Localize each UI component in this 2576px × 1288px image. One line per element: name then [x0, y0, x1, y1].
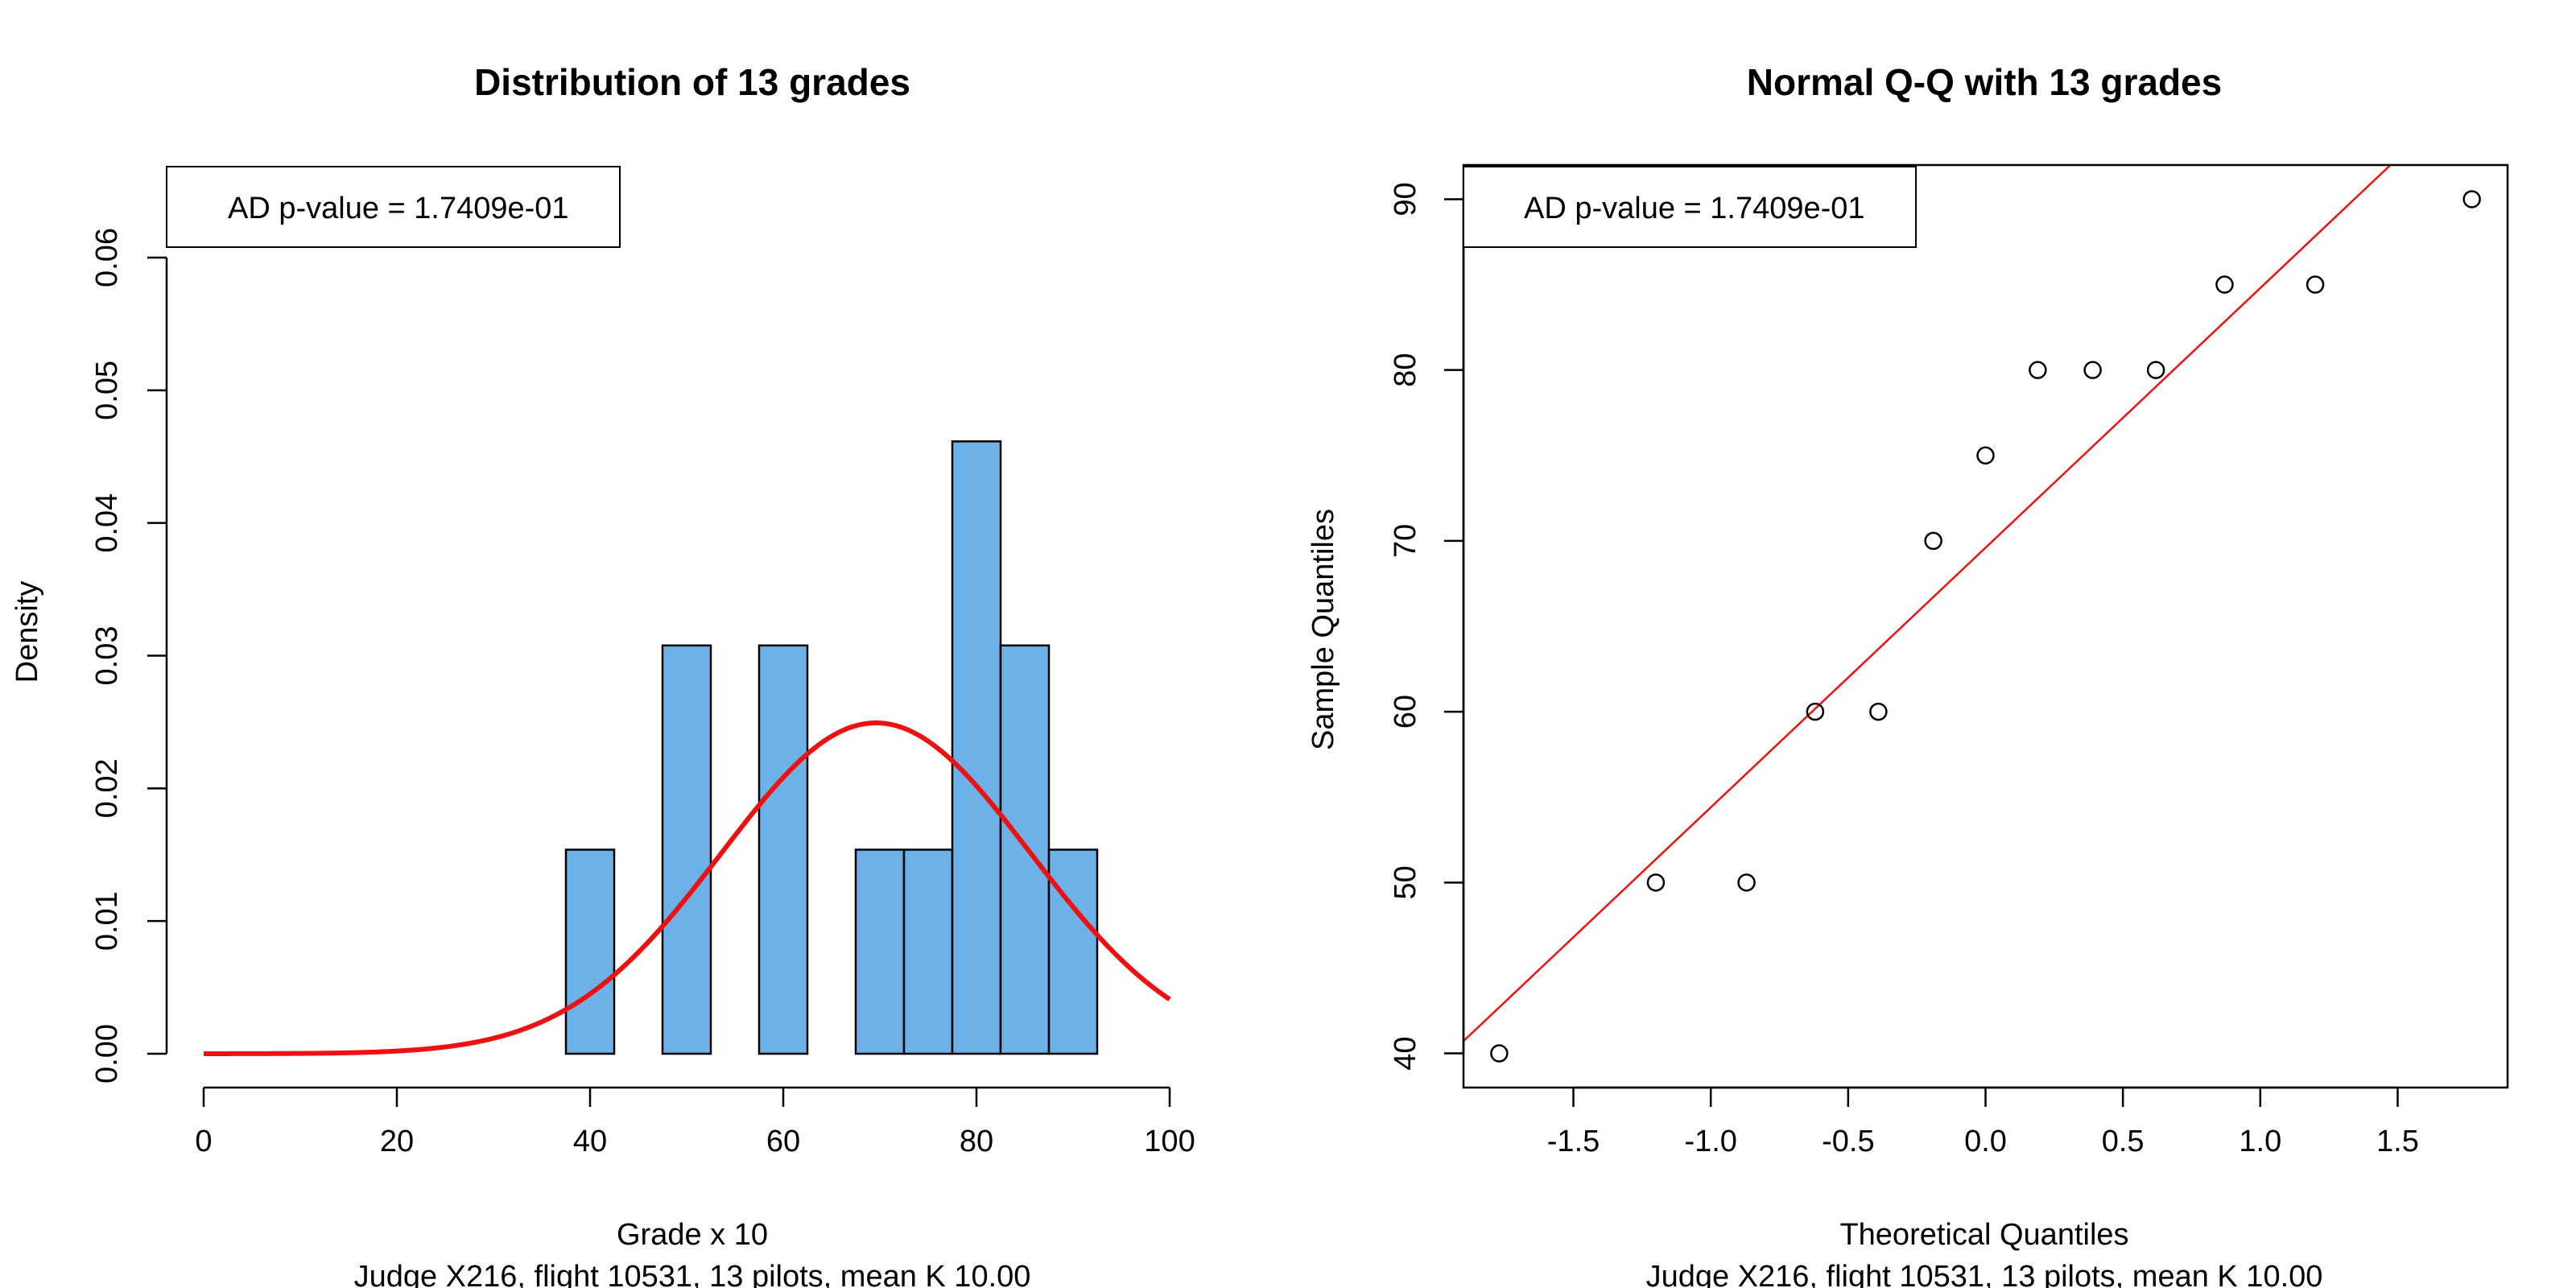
qq-x-tick-label: 0.0 [1964, 1125, 2007, 1158]
qq-subtitle: Judge X216, flight 10531, 13 pilots, mea… [1646, 1260, 2323, 1288]
histogram-y-tick-label: 0.01 [90, 891, 124, 951]
histogram-y-tick-label: 0.00 [90, 1024, 124, 1084]
qq-reference-line [1463, 165, 2392, 1042]
qq-point-11 [2306, 275, 2325, 294]
qq-y-tick-label: 70 [1389, 524, 1422, 558]
qq-x-label: Theoretical Quantiles [1839, 1218, 2128, 1252]
qq-point-5 [1924, 531, 1942, 551]
qq-x-tick-label: 1.5 [2376, 1125, 2419, 1158]
qq-point-0 [1490, 1044, 1509, 1063]
qq-point-6 [1976, 446, 1995, 465]
histogram-y-tick-label: 0.05 [90, 361, 124, 420]
qq-x-tick-label: 0.5 [2102, 1125, 2145, 1158]
qq-title: Normal Q-Q with 13 grades [1747, 61, 2222, 103]
qq-y-tick-label: 60 [1389, 695, 1422, 729]
qq-y-tick-label: 90 [1389, 182, 1422, 216]
histogram-bar-1 [661, 644, 712, 1055]
histogram-legend-text: AD p-value = 1.7409e-01 [228, 192, 569, 225]
histogram-x-tick-label: 0 [195, 1125, 212, 1158]
histogram-bar-4 [902, 848, 954, 1055]
qq-x-tick-label: -1.5 [1547, 1125, 1600, 1158]
histogram-bar-3 [854, 848, 906, 1055]
histogram-y-tick-label: 0.03 [90, 626, 124, 686]
histogram-title: Distribution of 13 grades [474, 61, 910, 103]
histogram-y-axis: 0.00 0.01 0.02 0.03 0.04 0.05 0.06 [90, 228, 168, 1084]
qq-x-tick-label: -1.0 [1684, 1125, 1736, 1158]
qq-point-2 [1737, 873, 1756, 892]
qq-point-9 [2146, 361, 2165, 379]
histogram-bars [564, 440, 1099, 1055]
qq-x-tick-label: 1.0 [2239, 1125, 2281, 1158]
qq-y-label: Sample Quantiles [1307, 509, 1340, 750]
histogram-x-axis: 0 20 40 60 80 100 [195, 1086, 1195, 1158]
qq-y-tick-label: 40 [1389, 1036, 1422, 1070]
histogram-bar-2 [758, 644, 809, 1055]
histogram-subtitle: Judge X216, flight 10531, 13 pilots, mea… [354, 1260, 1031, 1288]
histogram-bar-7 [1047, 848, 1099, 1055]
qq-point-12 [2462, 190, 2481, 208]
qq-y-tick-label: 50 [1389, 865, 1422, 899]
histogram-bar-0 [564, 848, 616, 1055]
histogram-panel: Distribution of 13 grades Grade x 10 Jud… [10, 61, 1195, 1288]
histogram-y-tick-label: 0.02 [90, 758, 124, 818]
histogram-x-label: Grade x 10 [617, 1218, 768, 1252]
qq-legend-box [1463, 166, 1917, 248]
qq-legend: AD p-value = 1.7409e-01 [1463, 166, 1917, 248]
qq-point-8 [2083, 361, 2102, 379]
histogram-legend: AD p-value = 1.7409e-01 [166, 166, 621, 248]
qq-point-4 [1869, 702, 1888, 721]
histogram-x-tick-label: 80 [960, 1125, 993, 1158]
histogram-x-tick-label: 20 [380, 1125, 414, 1158]
qq-point-7 [2029, 361, 2047, 379]
histogram-legend-box [166, 166, 621, 248]
histogram-bar-6 [999, 644, 1051, 1055]
qq-legend-text: AD p-value = 1.7409e-01 [1524, 192, 1865, 225]
histogram-y-tick-label: 0.06 [90, 228, 124, 287]
qq-x-tick-label: -0.5 [1822, 1125, 1874, 1158]
qq-y-axis: 40 50 60 70 80 90 [1389, 182, 1465, 1071]
qq-point-10 [2215, 275, 2234, 294]
histogram-bar-5 [951, 440, 1002, 1055]
qq-point-1 [1646, 873, 1666, 892]
qq-point-3 [1806, 702, 1825, 721]
histogram-x-tick-label: 100 [1144, 1125, 1195, 1158]
qq-points [1490, 190, 2481, 1063]
qq-y-tick-label: 80 [1389, 353, 1422, 387]
histogram-x-tick-label: 60 [766, 1125, 800, 1158]
histogram-x-tick-label: 40 [573, 1125, 607, 1158]
qq-panel: Normal Q-Q with 13 grades Theoretical Qu… [1307, 61, 2509, 1288]
histogram-y-label: Density [10, 581, 44, 683]
qq-x-axis: -1.5 -1.0 -0.5 0.0 0.5 1.0 1.5 [1547, 1086, 2419, 1158]
histogram-y-tick-label: 0.04 [90, 493, 124, 553]
normal-density-curve [204, 720, 1171, 1056]
